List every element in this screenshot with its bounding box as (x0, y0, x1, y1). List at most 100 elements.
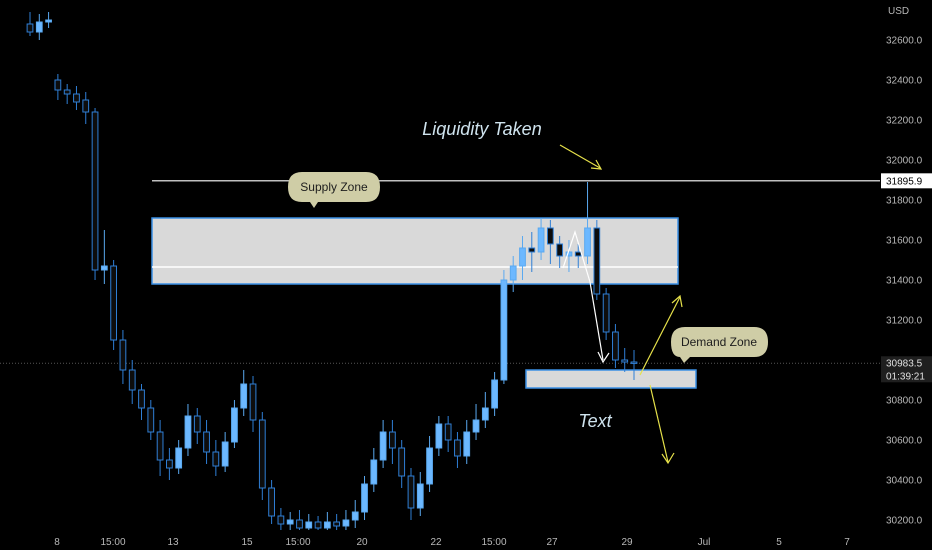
text-note: Text (578, 411, 612, 431)
candle-body[interactable] (426, 447, 433, 485)
candle-body[interactable] (630, 361, 638, 364)
candle-body[interactable] (584, 227, 591, 257)
candle-body[interactable] (602, 293, 610, 333)
candle-body[interactable] (398, 447, 406, 477)
price-tick-label: 30200.0 (886, 516, 923, 527)
candle-body[interactable] (454, 439, 461, 457)
candle-body[interactable] (323, 521, 331, 529)
candle-body[interactable] (296, 519, 303, 529)
candle-body[interactable] (147, 407, 155, 433)
candle-body[interactable] (361, 483, 368, 513)
candle-body[interactable] (100, 265, 108, 271)
candle-body[interactable] (156, 431, 164, 461)
candle-body[interactable] (128, 369, 136, 391)
candle-body[interactable] (612, 331, 619, 361)
candle-body[interactable] (82, 99, 90, 113)
price-tick-label: 32600.0 (886, 36, 923, 47)
candle-body[interactable] (277, 515, 285, 525)
supply-zone-bubble (288, 172, 380, 208)
price-axis[interactable]: USD 32600.0 32400.0 32200.0 32000.0 31800.0 3… (886, 6, 923, 527)
time-tick-label: 22 (430, 537, 442, 548)
supply-zone-callout[interactable]: Supply Zone (288, 172, 380, 208)
candle-body[interactable] (546, 227, 554, 245)
time-axis[interactable]: 8 15:00 13 15 15:00 20 22 15:00 27 29 Jul 5 7 (54, 537, 850, 548)
candle-body[interactable] (500, 279, 508, 381)
last-price-value: 30983.5 (886, 358, 923, 369)
candle-body[interactable] (240, 383, 248, 409)
candle-body[interactable] (472, 419, 480, 433)
candle-body[interactable] (286, 519, 294, 525)
candle-body[interactable] (231, 407, 238, 443)
candle-body[interactable] (621, 359, 629, 363)
price-path-arrow (589, 281, 604, 361)
candle-body[interactable] (407, 475, 415, 509)
time-tick-label: 29 (621, 537, 633, 548)
price-tick-label: 31800.0 (886, 196, 923, 207)
candle-body[interactable] (212, 451, 220, 467)
candle-body[interactable] (435, 423, 443, 449)
candle-body[interactable] (110, 265, 118, 341)
candle-body[interactable] (416, 483, 424, 509)
candle-body[interactable] (305, 521, 313, 529)
candle-body[interactable] (249, 383, 257, 421)
price-tick-label: 32000.0 (886, 156, 923, 167)
supply-zone-label: Supply Zone (300, 180, 368, 194)
candle-body[interactable] (193, 415, 201, 433)
time-tick-label: 5 (776, 537, 782, 548)
time-tick-label: 15:00 (285, 537, 310, 548)
candle-body[interactable] (45, 19, 52, 23)
time-tick-label: 15:00 (481, 537, 506, 548)
price-path-line (562, 230, 591, 283)
candle-body[interactable] (175, 447, 183, 469)
candle-body[interactable] (519, 247, 526, 267)
price-tick-label: 31600.0 (886, 236, 923, 247)
level-price-tag: 31895.9 (881, 173, 932, 189)
candle-body[interactable] (528, 247, 536, 253)
candle-body[interactable] (481, 407, 489, 421)
candle-body[interactable] (26, 23, 34, 33)
liquidity-arrowhead (590, 159, 603, 170)
candle-body[interactable] (54, 79, 62, 91)
candle-body[interactable] (333, 521, 341, 527)
candle-body[interactable] (166, 459, 173, 469)
candle-body[interactable] (203, 431, 210, 453)
demand-zone-bubble (671, 327, 768, 363)
candle-body[interactable] (463, 431, 471, 457)
candle-body[interactable] (574, 251, 582, 257)
candle-body[interactable] (258, 419, 266, 489)
candle-body[interactable] (389, 431, 396, 449)
time-tick-label: 15:00 (100, 537, 125, 548)
time-tick-label: 20 (356, 537, 368, 548)
candle-body[interactable] (184, 415, 192, 449)
candle-body[interactable] (138, 389, 145, 409)
candle-body[interactable] (537, 227, 545, 253)
candle-body[interactable] (593, 227, 601, 295)
candle-body[interactable] (63, 89, 71, 95)
time-tick-label: 8 (54, 537, 60, 548)
candle-body[interactable] (119, 339, 127, 371)
candle-body[interactable] (509, 265, 517, 281)
candle-body[interactable] (91, 111, 99, 271)
candle-body[interactable] (314, 521, 322, 529)
candle-body[interactable] (351, 511, 359, 521)
price-tick-label: 30400.0 (886, 476, 923, 487)
candle-body[interactable] (556, 243, 564, 257)
candle-body[interactable] (370, 459, 378, 485)
candle-body[interactable] (268, 487, 275, 517)
candle-body[interactable] (379, 431, 387, 461)
candle-body[interactable] (221, 441, 229, 467)
demand-zone-label: Demand Zone (681, 335, 757, 349)
candle-body[interactable] (35, 21, 43, 33)
price-tick-label: 32400.0 (886, 76, 923, 87)
candles-group (26, 12, 638, 530)
demand-zone-box[interactable] (525, 369, 697, 389)
candle-body[interactable] (444, 423, 452, 441)
demand-zone-callout[interactable]: Demand Zone (671, 327, 768, 363)
liquidity-arrow (559, 144, 601, 169)
candle-body[interactable] (342, 519, 350, 527)
candle-body[interactable] (491, 379, 498, 409)
last-price-tag: 30983.5 01:39:21 (881, 356, 932, 383)
bullish-arrow (639, 296, 681, 376)
candle-body[interactable] (73, 93, 80, 103)
